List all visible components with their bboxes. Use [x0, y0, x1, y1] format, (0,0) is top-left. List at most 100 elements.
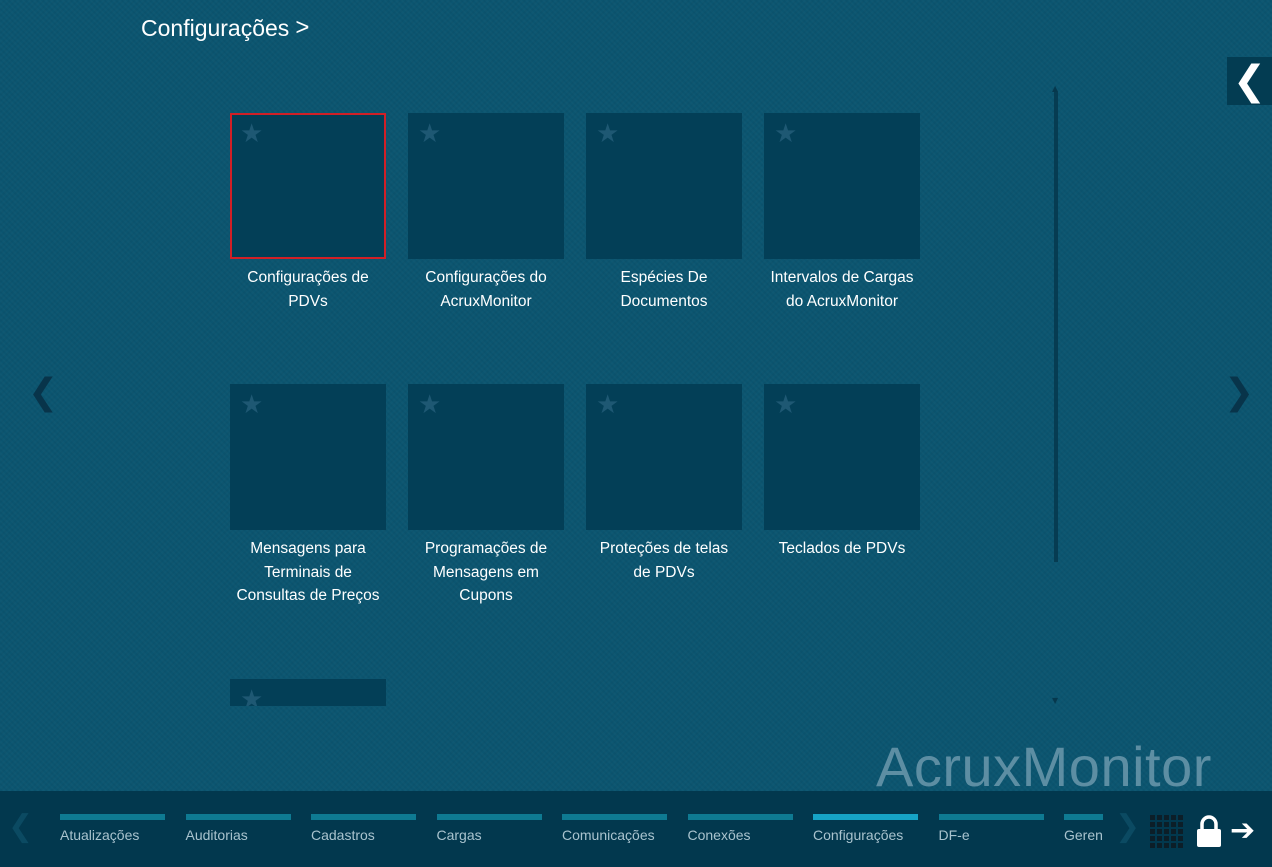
scroll-down-icon[interactable]: ▼: [1052, 696, 1059, 705]
tile[interactable]: ★ Teclados de PDVs: [764, 384, 920, 561]
grid-cell: [1178, 822, 1183, 827]
next-page-button[interactable]: ❯: [1224, 372, 1255, 413]
tile[interactable]: ★ Intervalos de Cargas do AcruxMonitor: [764, 113, 920, 313]
tab-label: Comunicações: [562, 827, 655, 843]
star-favorite-icon[interactable]: ★: [596, 390, 620, 420]
star-favorite-icon[interactable]: ★: [240, 685, 264, 706]
grid-cell: [1150, 836, 1155, 841]
lock-icon[interactable]: [1196, 815, 1222, 847]
tile-grid: ★ Configurações de PDVs ★ Configurações do …: [230, 113, 920, 706]
tab-configurações[interactable]: Configurações: [813, 814, 918, 843]
grid-cell: [1150, 843, 1155, 848]
bottom-bar: ❮ Atualizações Auditorias Cadastros Cargas C…: [0, 791, 1272, 867]
tab-indicator: [60, 814, 165, 820]
tile-box[interactable]: ★: [764, 113, 920, 259]
tile-box[interactable]: ★: [230, 384, 386, 530]
chevron-right-icon: >: [295, 14, 310, 41]
tab-label: Conexões: [687, 827, 751, 843]
grid-cell: [1171, 843, 1176, 848]
tile-label: Mensagens para Terminais de Consultas de…: [236, 540, 380, 604]
tile-label: Configurações de PDVs: [247, 269, 369, 310]
star-favorite-icon[interactable]: ★: [240, 390, 264, 420]
grid-cell: [1150, 815, 1155, 820]
tab-gerenciamento[interactable]: Gerenciamento: [1064, 814, 1103, 843]
star-favorite-icon[interactable]: ★: [418, 119, 442, 149]
back-button[interactable]: ❮: [1227, 57, 1272, 105]
tab-indicator: [938, 814, 1044, 820]
star-favorite-icon[interactable]: ★: [774, 390, 798, 420]
grid-cell: [1171, 836, 1176, 841]
scroll-up-icon[interactable]: ▲: [1052, 84, 1059, 93]
tile[interactable]: ★ Proteções de telas de PDVs: [586, 384, 742, 584]
tile-box[interactable]: ★: [408, 384, 564, 530]
tile-label: Proteções de telas de PDVs: [599, 540, 729, 581]
tab-label: Gerenciamento: [1064, 827, 1103, 843]
tab-indicator: [185, 814, 291, 820]
grid-cell: [1171, 815, 1176, 820]
tile-box[interactable]: ★: [230, 679, 386, 706]
tab-label: DF-e: [938, 827, 970, 843]
tab-label: Cadastros: [311, 827, 375, 843]
tabs-prev-button[interactable]: ❮: [8, 809, 34, 844]
star-favorite-icon[interactable]: ★: [774, 119, 798, 149]
grid-cell: [1164, 829, 1169, 834]
tile-box[interactable]: ★: [586, 113, 742, 259]
grid-cell: [1150, 829, 1155, 834]
tab-label: Auditorias: [185, 827, 248, 843]
tab-df-e[interactable]: DF-e: [938, 814, 1044, 843]
tile-box[interactable]: ★: [230, 113, 386, 259]
tab-indicator: [562, 814, 667, 820]
tile-box[interactable]: ★: [408, 113, 564, 259]
grid-cell: [1171, 829, 1176, 834]
tile-box[interactable]: ★: [586, 384, 742, 530]
grid-cell: [1164, 843, 1169, 848]
tab-cargas[interactable]: Cargas: [436, 814, 542, 843]
grid-cell: [1157, 822, 1162, 827]
tab-auditorias[interactable]: Auditorias: [185, 814, 291, 843]
tile-label: Teclados de PDVs: [778, 540, 906, 557]
tab-indicator: [311, 814, 416, 820]
tab-atualizações[interactable]: Atualizações: [60, 814, 165, 843]
grid-cell: [1157, 843, 1162, 848]
star-favorite-icon[interactable]: ★: [240, 119, 264, 149]
grid-cell: [1164, 822, 1169, 827]
tile-box[interactable]: ★: [764, 384, 920, 530]
grid-cell: [1164, 836, 1169, 841]
brand-logo: AcruxMonitor: [876, 735, 1212, 798]
tile-label: Intervalos de Cargas do AcruxMonitor: [770, 269, 914, 310]
scrollbar[interactable]: [1054, 92, 1058, 562]
tab-indicator: [813, 814, 918, 820]
prev-page-button[interactable]: ❮: [28, 372, 59, 413]
tile[interactable]: ★: [230, 679, 386, 706]
grid-cell: [1178, 836, 1183, 841]
grid-cell: [1178, 829, 1183, 834]
grid-cell: [1157, 829, 1162, 834]
grid-cell: [1178, 843, 1183, 848]
tile-label: Configurações do AcruxMonitor: [425, 269, 547, 310]
page-title[interactable]: Configurações >: [141, 14, 309, 42]
apps-grid-icon[interactable]: [1150, 815, 1183, 848]
tab-indicator: [687, 814, 793, 820]
grid-cell: [1164, 815, 1169, 820]
tile-label: Programações de Mensagens em Cupons: [424, 540, 548, 604]
tab-indicator: [1064, 814, 1103, 820]
tab-label: Configurações: [813, 827, 904, 843]
module-tabs: Atualizações Auditorias Cadastros Cargas Com…: [60, 814, 1103, 854]
grid-cell: [1157, 836, 1162, 841]
tile[interactable]: ★ Configurações do AcruxMonitor: [408, 113, 564, 313]
tile[interactable]: ★ Mensagens para Terminais de Consultas d…: [230, 384, 386, 608]
star-favorite-icon[interactable]: ★: [596, 119, 620, 149]
grid-cell: [1171, 822, 1176, 827]
tile[interactable]: ★ Configurações de PDVs: [230, 113, 386, 313]
tab-comunicações[interactable]: Comunicações: [562, 814, 667, 843]
tile[interactable]: ★ Espécies De Documentos: [586, 113, 742, 313]
tab-conexões[interactable]: Conexões: [687, 814, 793, 843]
tab-cadastros[interactable]: Cadastros: [311, 814, 416, 843]
tabs-next-button[interactable]: ❯: [1115, 809, 1141, 844]
grid-cell: [1157, 815, 1162, 820]
logout-arrow-icon[interactable]: ➔: [1230, 813, 1256, 848]
star-favorite-icon[interactable]: ★: [418, 390, 442, 420]
tab-label: Atualizações: [60, 827, 140, 843]
grid-cell: [1178, 815, 1183, 820]
tile[interactable]: ★ Programações de Mensagens em Cupons: [408, 384, 564, 608]
